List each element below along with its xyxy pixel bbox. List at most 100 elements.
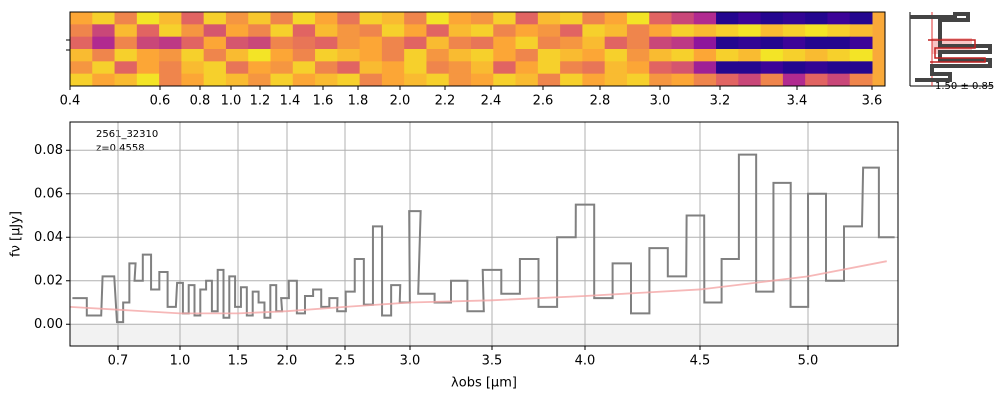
annotation: z=0.4558 — [96, 143, 145, 154]
heat-cell — [626, 61, 650, 75]
heat-cell — [604, 24, 628, 38]
heat-cell — [426, 49, 450, 62]
plot-frame — [69, 11, 886, 87]
y-tick-label: 0.04 — [34, 230, 63, 245]
heat-cell — [359, 73, 383, 87]
heat-cell — [716, 61, 739, 75]
heat-cell — [626, 24, 650, 38]
heat-cell — [70, 61, 93, 75]
zero-band — [70, 324, 898, 346]
heat-cell — [203, 24, 227, 38]
heat-cell — [827, 73, 851, 87]
plot-frame — [69, 121, 899, 347]
heat-cell — [225, 12, 249, 25]
x-tick-label: 1.5 — [228, 354, 249, 369]
heat-cell — [181, 12, 205, 25]
heat-cell — [782, 61, 806, 75]
heat-cell — [649, 49, 672, 62]
heat-cell — [315, 24, 338, 38]
heat-cell — [493, 36, 517, 50]
heat-cell — [471, 36, 494, 50]
heat-cell — [626, 49, 650, 62]
x-tick-label: 3.6 — [862, 94, 883, 109]
heat-cell — [738, 12, 762, 25]
heat-cell — [315, 36, 338, 50]
heat-cell — [270, 36, 294, 50]
heat-cell — [693, 73, 717, 87]
x-tick-label: 1.4 — [280, 94, 301, 109]
heat-cell — [693, 36, 717, 50]
heat-cell — [270, 73, 294, 87]
heat-cell — [693, 12, 717, 25]
heat-cell — [359, 12, 383, 25]
heat-cell — [114, 49, 138, 62]
heat-cell — [225, 73, 249, 87]
heat-cell — [426, 73, 450, 87]
heat-cell — [292, 36, 316, 50]
heat-cell — [760, 36, 784, 50]
heat-cell — [70, 36, 93, 50]
heat-cell — [225, 36, 249, 50]
x-tick-label: 3.0 — [650, 94, 671, 109]
heat-cell — [849, 73, 873, 87]
heat-cell — [537, 61, 561, 75]
y-axis-label: fν [μJy] — [9, 211, 24, 257]
heat-cell — [560, 73, 583, 87]
annotation: 2561_32310 — [96, 129, 158, 140]
heat-cell — [782, 12, 806, 25]
heat-cell — [649, 73, 672, 87]
heat-cell — [849, 49, 873, 62]
heat-cell — [560, 36, 583, 50]
x-tick-label: 1.0 — [170, 354, 191, 369]
heat-cell — [448, 73, 472, 87]
heat-cell — [181, 36, 205, 50]
side-histogram — [910, 12, 992, 82]
heat-cell — [671, 24, 695, 38]
heat-cell — [827, 61, 851, 75]
heat-cell — [448, 61, 472, 75]
heat-cell — [203, 12, 227, 25]
heat-cell — [92, 24, 116, 38]
x-tick-label: 1.0 — [221, 94, 242, 109]
heat-cell — [159, 36, 182, 50]
heat-cell — [159, 49, 182, 62]
side-label: 1.50 ± 0.85 — [935, 81, 994, 92]
heat-cell — [92, 73, 116, 87]
heat-cell — [471, 61, 494, 75]
heat-cell — [515, 61, 539, 75]
heat-cell — [359, 49, 383, 62]
heat-cell — [248, 49, 271, 62]
heat-cell — [448, 36, 472, 50]
heat-cell — [582, 12, 606, 25]
heat-cell — [671, 73, 695, 87]
heat-cell — [381, 49, 405, 62]
heat-cell — [404, 49, 427, 62]
x-tick-label: 2.4 — [481, 94, 502, 109]
heat-cell — [203, 73, 227, 87]
heat-cell — [70, 73, 93, 87]
heat-cell — [248, 73, 271, 87]
heat-cell — [760, 49, 784, 62]
heat-cell — [716, 73, 739, 87]
x-tick-label: 2.6 — [533, 94, 554, 109]
heat-cell — [248, 36, 271, 50]
heat-cell — [203, 49, 227, 62]
heat-cell — [136, 24, 160, 38]
y-tick-label: 0.00 — [34, 317, 63, 332]
plot-area — [69, 122, 898, 346]
heat-cell — [738, 24, 762, 38]
heat-cell — [493, 12, 517, 25]
heat-cell — [381, 61, 405, 75]
heat-cell — [604, 36, 628, 50]
x-tick-label: 2.8 — [590, 94, 611, 109]
heat-cell — [782, 36, 806, 50]
x-axis-label: λobs [μm] — [451, 376, 517, 391]
heat-cell — [805, 12, 828, 25]
heat-cell — [805, 24, 828, 38]
heat-cell — [604, 12, 628, 25]
x-tick-label: 4.0 — [575, 354, 596, 369]
heat-cell — [471, 49, 494, 62]
heat-cell — [604, 73, 628, 87]
heat-cell — [292, 61, 316, 75]
heat-cell — [471, 73, 494, 87]
